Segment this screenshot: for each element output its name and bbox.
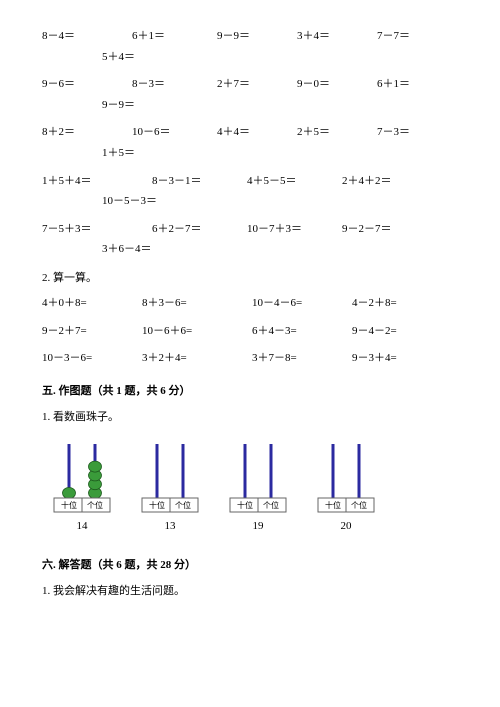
math-row: 1＋5＋4＝ 8－3－1＝ 4＋5－5＝ 2＋4＋2＝ [42, 173, 458, 191]
math-expr: 8－3＝ [132, 76, 217, 94]
math-expr: 9－6＝ [42, 76, 132, 94]
math-expr: 1＋5＝ [42, 145, 135, 163]
math-expr: 9－3＋4= [352, 350, 397, 368]
abacus-number: 13 [165, 520, 176, 532]
math-expr: 10－4－6= [252, 295, 352, 313]
svg-text:个位: 个位 [87, 500, 103, 510]
math-expr: 6＋1＝ [132, 28, 217, 46]
math-row: 4＋0＋8= 8＋3－6= 10－4－6= 4－2＋8= [42, 295, 458, 313]
math-row-indent: 1＋5＝ [42, 145, 458, 163]
math-expr: 9－2＋7= [42, 323, 142, 341]
svg-text:个位: 个位 [351, 500, 367, 510]
math-expr: 6＋1＝ [377, 76, 410, 94]
abacus-row: 十位 个位 14 十位 个位 13 十位 个位 19 十位 个位 20 [42, 440, 458, 532]
math-expr: 4＋0＋8= [42, 295, 142, 313]
math-expr: 2＋4＋2＝ [342, 173, 392, 191]
math-expr: 8＋2＝ [42, 124, 132, 142]
math-expr: 9－9＝ [217, 28, 297, 46]
math-expr: 9－0＝ [297, 76, 377, 94]
math-expr: 9－2－7＝ [342, 221, 392, 239]
math-expr: 9－9＝ [42, 97, 135, 115]
math-expr: 3＋6－4＝ [42, 241, 152, 259]
section-heading-5: 五. 作图题（共 1 题，共 6 分） [42, 382, 458, 398]
math-expr: 6＋2－7＝ [152, 221, 247, 239]
math-expr: 5＋4＝ [42, 49, 135, 67]
math-row: 8－4＝ 6＋1＝ 9－9＝ 3＋4＝ 7－7＝ [42, 28, 458, 46]
math-row-indent: 5＋4＝ [42, 49, 458, 67]
item-heading: 1. 我会解决有趣的生活问题。 [42, 582, 458, 598]
math-expr: 3＋2＋4= [142, 350, 252, 368]
math-expr: 3＋7－8= [252, 350, 352, 368]
math-expr: 7－3＝ [377, 124, 410, 142]
math-row-indent: 9－9＝ [42, 97, 458, 115]
item-heading: 2. 算一算。 [42, 269, 458, 285]
math-expr: 10－6＝ [132, 124, 217, 142]
math-expr: 10－7＋3＝ [247, 221, 342, 239]
abacus-icon: 十位 个位 [316, 440, 376, 518]
math-row-indent: 10－5－3＝ [42, 193, 458, 211]
math-row: 7－5＋3＝ 6＋2－7＝ 10－7＋3＝ 9－2－7＝ [42, 221, 458, 239]
section-heading-6: 六. 解答题（共 6 题，共 28 分） [42, 556, 458, 572]
math-expr: 8－3－1＝ [152, 173, 247, 191]
math-expr: 9－4－2= [352, 323, 397, 341]
math-row: 9－6＝ 8－3＝ 2＋7＝ 9－0＝ 6＋1＝ [42, 76, 458, 94]
math-expr: 8－4＝ [42, 28, 132, 46]
abacus: 十位 个位 14 [52, 440, 112, 532]
abacus-icon: 十位 个位 [52, 440, 112, 518]
math-expr: 4－2＋8= [352, 295, 397, 313]
math-expr: 2＋5＝ [297, 124, 377, 142]
math-row: 10－3－6= 3＋2＋4= 3＋7－8= 9－3＋4= [42, 350, 458, 368]
abacus: 十位 个位 13 [140, 440, 200, 532]
math-expr: 6＋4－3= [252, 323, 352, 341]
math-expr: 8＋3－6= [142, 295, 252, 313]
item-heading: 1. 看数画珠子。 [42, 408, 458, 424]
math-expr: 2＋7＝ [217, 76, 297, 94]
abacus-icon: 十位 个位 [140, 440, 200, 518]
abacus-number: 14 [77, 520, 88, 532]
svg-text:个位: 个位 [263, 500, 279, 510]
math-expr: 7－5＋3＝ [42, 221, 152, 239]
math-expr: 10－3－6= [42, 350, 142, 368]
svg-text:十位: 十位 [149, 500, 165, 510]
math-expr: 10－6＋6= [142, 323, 252, 341]
math-expr: 10－5－3＝ [42, 193, 157, 211]
abacus-number: 20 [341, 520, 352, 532]
math-expr: 3＋4＝ [297, 28, 377, 46]
abacus-number: 19 [253, 520, 264, 532]
math-expr: 4＋4＝ [217, 124, 297, 142]
math-expr: 4＋5－5＝ [247, 173, 342, 191]
math-row-indent: 3＋6－4＝ [42, 241, 458, 259]
svg-text:十位: 十位 [325, 500, 341, 510]
math-row: 9－2＋7= 10－6＋6= 6＋4－3= 9－4－2= [42, 323, 458, 341]
abacus: 十位 个位 19 [228, 440, 288, 532]
svg-text:个位: 个位 [175, 500, 191, 510]
abacus-icon: 十位 个位 [228, 440, 288, 518]
math-expr: 7－7＝ [377, 28, 410, 46]
math-expr: 1＋5＋4＝ [42, 173, 152, 191]
math-row: 8＋2＝ 10－6＝ 4＋4＝ 2＋5＝ 7－3＝ [42, 124, 458, 142]
svg-text:十位: 十位 [61, 500, 77, 510]
abacus: 十位 个位 20 [316, 440, 376, 532]
svg-text:十位: 十位 [237, 500, 253, 510]
